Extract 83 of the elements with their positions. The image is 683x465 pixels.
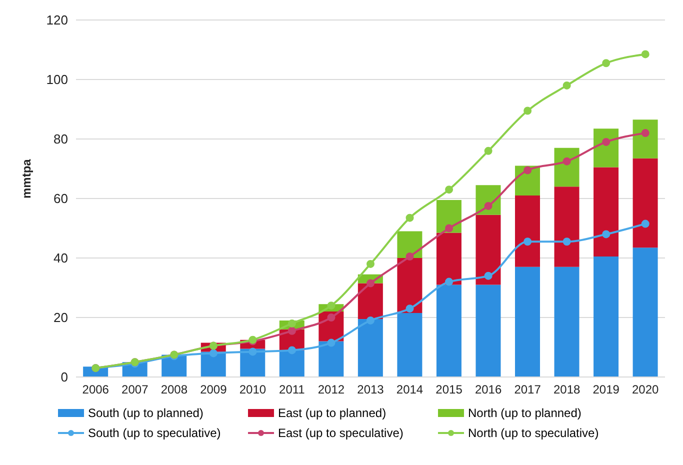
bar bbox=[515, 266, 540, 377]
point bbox=[562, 238, 571, 246]
bar bbox=[594, 167, 619, 257]
point bbox=[641, 129, 650, 138]
point bbox=[484, 146, 492, 155]
point bbox=[602, 230, 610, 238]
point bbox=[602, 59, 610, 68]
point bbox=[602, 138, 610, 146]
legend-label: South (up to planned) bbox=[88, 406, 204, 420]
bar bbox=[515, 196, 540, 267]
bar bbox=[279, 350, 304, 377]
x-tick-label: 2020 bbox=[632, 382, 660, 397]
bar bbox=[436, 284, 462, 377]
point bbox=[366, 279, 374, 288]
x-tick-label: 2017 bbox=[514, 382, 542, 397]
y-tick-label: 40 bbox=[54, 250, 68, 266]
bar bbox=[476, 284, 501, 377]
point bbox=[209, 349, 218, 358]
point bbox=[445, 278, 454, 286]
point bbox=[366, 316, 374, 324]
x-tick-label: 2010 bbox=[239, 382, 266, 397]
bar bbox=[594, 256, 619, 377]
bar bbox=[358, 283, 383, 319]
point bbox=[641, 220, 650, 228]
point bbox=[406, 304, 414, 313]
x-tick-label: 2008 bbox=[160, 382, 188, 397]
legend-label: East (up to planned) bbox=[278, 406, 386, 420]
bar bbox=[397, 258, 422, 314]
bar bbox=[318, 341, 344, 377]
x-tick-label: 2014 bbox=[396, 382, 424, 397]
point bbox=[406, 252, 414, 261]
x-tick-label: 2015 bbox=[436, 382, 463, 397]
bar bbox=[554, 266, 580, 377]
x-tick-label: 2011 bbox=[279, 382, 306, 397]
bar bbox=[397, 313, 422, 377]
legend-label: North (up to planned) bbox=[468, 406, 582, 420]
point bbox=[445, 186, 454, 194]
point bbox=[562, 157, 571, 166]
x-tick-label: 2006 bbox=[82, 382, 110, 397]
x-tick-label: 2018 bbox=[553, 382, 581, 397]
point bbox=[524, 106, 532, 115]
y-axis-title: mmtpa bbox=[19, 158, 34, 198]
y-tick-label: 100 bbox=[46, 72, 68, 88]
point bbox=[327, 302, 336, 310]
point bbox=[288, 346, 296, 354]
y-tick-label: 80 bbox=[54, 132, 68, 147]
x-tick-label: 2019 bbox=[592, 382, 620, 397]
bar bbox=[632, 158, 658, 248]
y-tick-label: 60 bbox=[54, 191, 68, 206]
point bbox=[406, 214, 414, 222]
point bbox=[641, 50, 650, 58]
x-tick-label: 2013 bbox=[357, 382, 384, 397]
legend-label: South (up to speculative) bbox=[88, 426, 221, 440]
legend-label: North (up to speculative) bbox=[468, 426, 599, 440]
bar bbox=[358, 318, 383, 377]
point bbox=[484, 202, 492, 210]
y-tick-label: 0 bbox=[60, 370, 68, 385]
point bbox=[288, 326, 296, 335]
bar bbox=[632, 120, 658, 158]
y-tick-label: 20 bbox=[54, 310, 68, 326]
point bbox=[327, 314, 336, 322]
x-tick-label: 2012 bbox=[318, 382, 345, 397]
bar bbox=[476, 214, 501, 285]
point bbox=[445, 224, 454, 232]
bar bbox=[554, 148, 580, 187]
point bbox=[366, 260, 374, 268]
point bbox=[327, 338, 336, 347]
x-tick-label: 2016 bbox=[474, 382, 502, 397]
point bbox=[524, 166, 532, 174]
bar bbox=[554, 186, 580, 267]
x-tick-label: 2007 bbox=[122, 382, 149, 397]
legend-label: East (up to speculative) bbox=[278, 426, 404, 440]
x-tick-label: 2009 bbox=[200, 382, 228, 397]
point bbox=[248, 348, 257, 356]
point bbox=[524, 238, 532, 246]
point bbox=[484, 272, 492, 280]
point bbox=[562, 81, 571, 90]
bar bbox=[436, 200, 462, 233]
bar bbox=[632, 248, 658, 377]
y-tick-label: 120 bbox=[46, 12, 68, 28]
bar bbox=[436, 232, 462, 285]
bar bbox=[594, 128, 619, 168]
bar bbox=[397, 231, 422, 258]
